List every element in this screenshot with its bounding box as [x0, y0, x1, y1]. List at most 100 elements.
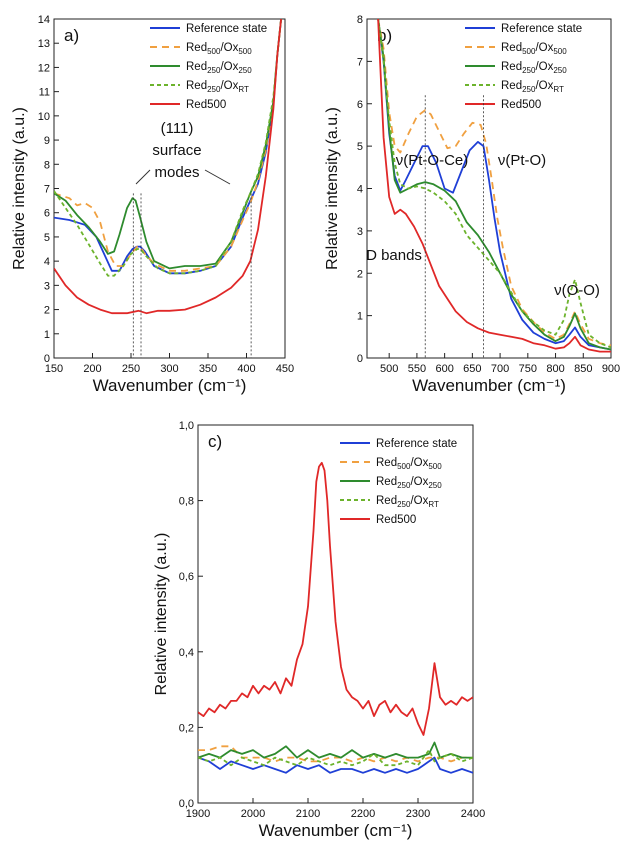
x-tick-label: 1900	[186, 808, 210, 820]
y-tick-label: 1,0	[179, 420, 194, 432]
x-axis-label: Wavenumber (cm⁻¹)	[259, 821, 413, 840]
series-line-2	[377, 19, 611, 351]
y-tick-label: 0,6	[179, 571, 194, 583]
x-tick-label: 450	[276, 363, 294, 375]
x-tick-label: 650	[463, 363, 481, 375]
legend-text-part: Red500	[186, 99, 226, 111]
legend-text-part: Red	[376, 495, 397, 507]
legend-text-part: /Ox	[220, 42, 238, 54]
legend-text-part: 250	[428, 481, 442, 490]
x-tick-label: 150	[45, 363, 63, 375]
series-line-4	[54, 19, 282, 315]
legend-entry: Red500	[376, 514, 416, 526]
y-tick-label: 13	[38, 38, 50, 50]
annotation-group: (111) surface modes	[132, 120, 252, 358]
x-tick-label: 2100	[296, 808, 320, 820]
legend-entry: Red500	[501, 99, 541, 111]
y-tick-label: 1	[44, 329, 50, 341]
legend-entry: Red500/Ox500	[501, 42, 567, 56]
legend-text-part: 500	[522, 47, 536, 56]
panel-label: c)	[208, 432, 222, 451]
legend-text-part: /Ox	[535, 61, 553, 73]
annotation-pt-o: ν(Pt-O)	[498, 152, 546, 169]
legend-text-part: 500	[207, 47, 221, 56]
series-line-4	[377, 19, 611, 353]
series-line-0	[54, 19, 282, 275]
series-line-3	[54, 19, 282, 277]
legend-text-part: Red	[376, 476, 397, 488]
legend-text-part: Red	[501, 80, 522, 92]
series-line-3	[198, 749, 473, 767]
legend-text-part: Red	[186, 80, 207, 92]
legend-text-part: 250	[522, 66, 536, 75]
y-tick-label: 12	[38, 62, 50, 74]
legend-text-part: /Ox	[535, 80, 553, 92]
legend-entry: Red500/Ox500	[186, 42, 252, 56]
x-tick-label: 700	[491, 363, 509, 375]
plot-frame	[197, 424, 474, 804]
x-tick-label: 900	[602, 363, 620, 375]
legend-entry: Red250/Ox250	[376, 476, 442, 490]
annotation-modes: modes	[154, 164, 199, 181]
x-tick-label: 500	[380, 363, 398, 375]
x-tick-label: 2000	[241, 808, 265, 820]
legend-text-part: 250	[238, 66, 252, 75]
chart-panel-2: 1900 2000 2100 2200 2300 2400 0,0 0,2 0,4 0,6 0,8 1…	[153, 420, 485, 840]
legend-entry: Red250/Ox250	[501, 61, 567, 75]
arrow-left	[135, 169, 151, 185]
annotation-d-bands: D bands	[366, 247, 422, 264]
series-line-2	[54, 19, 282, 270]
legend-text-part: Red	[186, 61, 207, 73]
x-tick-label: 600	[435, 363, 453, 375]
legend-text-part: Red	[501, 42, 522, 54]
legend-entry: Red250/OxRT	[376, 495, 439, 509]
y-tick-label: 0,8	[179, 496, 194, 508]
legend-text-part: Red500	[376, 514, 416, 526]
y-tick-label: 0	[44, 353, 50, 365]
legend-text-part: RT	[553, 85, 564, 94]
panel-label: a)	[64, 26, 79, 45]
legend-text-part: 500	[428, 462, 442, 471]
legend-text-part: RT	[428, 500, 439, 509]
x-axis-label: Wavenumber (cm⁻¹)	[412, 376, 566, 395]
x-axis-label: Wavenumber (cm⁻¹)	[93, 376, 247, 395]
series-group	[198, 461, 473, 774]
legend-text-part: Red	[186, 42, 207, 54]
annotation-pt-o-ce: ν(Pt-O-Ce)	[396, 152, 469, 169]
legend-text-part: 500	[553, 47, 567, 56]
y-tick-label: 0	[357, 353, 363, 365]
legend-entry: Reference state	[376, 438, 457, 450]
legend-text-part: /Ox	[410, 495, 428, 507]
y-tick-label: 6	[44, 208, 50, 220]
legend-text-part: 500	[238, 47, 252, 56]
y-tick-label: 0,0	[179, 798, 194, 810]
chart-panel-1: 500 550 600 650 700 750 800 850 900 0 1 2 3 4 5 6 7 8 Wave…	[324, 14, 620, 395]
series-line-0	[377, 19, 611, 351]
legend-text-part: 250	[522, 85, 536, 94]
legend-text-part: Red	[501, 61, 522, 73]
x-tick-label: 350	[199, 363, 217, 375]
y-tick-label: 3	[44, 280, 50, 292]
y-tick-label: 4	[44, 256, 50, 268]
y-tick-label: 5	[44, 232, 50, 244]
series-line-2	[198, 741, 473, 759]
x-tick-label: 550	[408, 363, 426, 375]
series-line-1	[54, 19, 282, 272]
plot-frame	[366, 18, 612, 359]
legend-text-part: /Ox	[410, 457, 428, 469]
legend-entry: Red250/OxRT	[501, 80, 564, 94]
legend-text-part: /Ox	[535, 42, 553, 54]
legend-text-part: 250	[207, 66, 221, 75]
legend-entry: Reference state	[186, 23, 267, 35]
series-group	[377, 19, 611, 353]
y-tick-label: 3	[357, 226, 363, 238]
y-tick-label: 10	[38, 111, 50, 123]
y-tick-label: 11	[39, 87, 50, 99]
x-tick-label: 2200	[351, 808, 375, 820]
legend-text-part: /Ox	[220, 61, 238, 73]
y-tick-label: 2	[44, 305, 50, 317]
legend-text-part: /Ox	[410, 476, 428, 488]
y-tick-label: 1	[357, 311, 363, 323]
